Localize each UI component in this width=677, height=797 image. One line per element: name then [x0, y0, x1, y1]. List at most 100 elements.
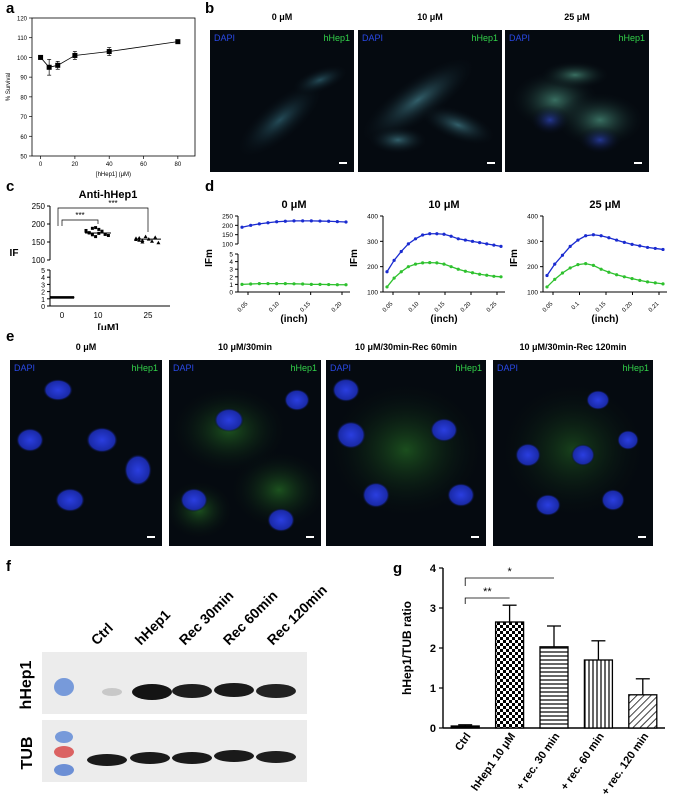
data-point — [385, 270, 389, 274]
micrograph-b-25uM: DAPI hHep1 — [505, 30, 649, 172]
data-point — [470, 271, 475, 275]
x-tick-label: 80 — [174, 162, 181, 168]
data-point — [90, 233, 94, 237]
y-tick-label: 4 — [229, 259, 233, 266]
bar — [450, 725, 480, 729]
data-point — [49, 295, 53, 299]
data-point — [653, 281, 657, 285]
y-tick-label: 100 — [527, 290, 538, 297]
data-point — [478, 272, 482, 276]
y-tick-label: 1 — [430, 683, 436, 695]
data-point — [456, 267, 460, 271]
sig-bracket-1 — [464, 577, 554, 586]
y-tick-label: 250 — [222, 214, 233, 221]
data-point — [106, 234, 110, 238]
y-tick-label: 1 — [41, 297, 45, 304]
x-tick-label: 0 — [60, 311, 65, 320]
chart-title: 25 μM — [589, 199, 620, 211]
hhep1-label: hHep1 — [131, 363, 158, 373]
data-point — [266, 221, 270, 225]
data-point — [615, 238, 619, 242]
panel-label-e: e — [6, 328, 15, 345]
data-point — [309, 219, 313, 223]
data-point — [150, 239, 154, 243]
data-point — [599, 267, 603, 271]
x-tick-label: 0.1 — [571, 301, 582, 312]
lane-label-hhep1: hHep1 — [131, 606, 174, 648]
data-point — [46, 64, 52, 70]
data-point — [413, 262, 418, 266]
x-tick-label: + rec. 60 min — [559, 731, 607, 793]
y-tick-label: 0 — [229, 290, 233, 297]
x-tick-label: 20 — [72, 162, 79, 168]
series-line-green — [546, 262, 664, 288]
y-tick-label: 400 — [527, 214, 538, 221]
y-tick-label: 250 — [32, 202, 46, 211]
data-point — [327, 219, 331, 223]
micro-b-title-2: 25 μM — [564, 12, 590, 22]
y-tick-label: 120 — [17, 17, 28, 23]
x-tick-label: 0.21 — [648, 301, 661, 314]
data-point — [661, 282, 665, 286]
data-point — [67, 295, 71, 299]
lane-label-ctrl: Ctrl — [87, 619, 117, 648]
x-tick-label: 0.20 — [460, 301, 473, 314]
y-tick-label: 150 — [222, 232, 233, 239]
data-point — [143, 234, 148, 239]
data-point — [327, 282, 331, 287]
micrograph-b-0uM: DAPI hHep1 — [210, 30, 354, 172]
chart-title: 10 μM — [428, 199, 459, 211]
data-point — [553, 277, 557, 281]
micrograph-b-10uM: DAPI hHep1 — [358, 30, 502, 172]
data-point — [292, 219, 296, 223]
data-point — [421, 261, 425, 265]
sig-bracket-2 — [464, 597, 510, 604]
data-point — [399, 249, 403, 254]
y-tick-label: 2 — [229, 274, 233, 281]
hhep1-label: hHep1 — [455, 363, 482, 373]
x-tick-label: 0 — [39, 162, 43, 168]
data-point — [275, 220, 279, 224]
data-point — [283, 219, 287, 223]
data-point — [630, 242, 634, 246]
data-point — [591, 233, 595, 237]
data-point — [499, 244, 503, 248]
data-point — [249, 223, 253, 227]
data-point — [140, 238, 145, 243]
micrograph-e-rec-60min: DAPI hHep1 — [326, 360, 486, 546]
y-tick-label: 0 — [430, 723, 436, 735]
y-tick-label: 3 — [229, 267, 233, 274]
data-point — [607, 236, 611, 240]
x-tick-label: 0.15 — [595, 301, 608, 314]
scale-bar — [306, 536, 314, 538]
y-axis-label: IFm — [349, 249, 360, 267]
data-point — [275, 282, 279, 286]
data-point — [309, 282, 313, 286]
data-point — [240, 225, 244, 229]
data-point — [71, 295, 75, 299]
micrograph-e-10uM-30min: DAPI hHep1 — [169, 360, 321, 546]
micro-b-title-0: 0 μM — [271, 12, 293, 22]
data-point — [463, 269, 467, 273]
data-point — [645, 280, 650, 284]
x-axis-label: [hHep1] (μM) — [96, 172, 131, 178]
data-point — [65, 295, 69, 299]
data-point — [335, 220, 339, 224]
data-point — [591, 263, 595, 267]
x-tick-label: 0.05 — [382, 301, 395, 314]
data-point — [435, 261, 439, 265]
bar — [628, 694, 658, 729]
y-tick-label: 300 — [527, 239, 538, 246]
data-point — [661, 247, 665, 252]
scale-bar — [471, 536, 479, 538]
data-point — [53, 295, 57, 299]
chart-title: 0 μM — [281, 199, 306, 211]
data-point — [584, 262, 588, 266]
dapi-label: DAPI — [330, 363, 352, 373]
x-tick-label: 0.25 — [486, 301, 499, 314]
x-axis-label: (inch) — [591, 314, 618, 325]
micro-e-title-1: 10 μM/30min — [217, 342, 273, 352]
sig-bracket-2 — [57, 207, 149, 232]
data-point — [428, 232, 432, 236]
